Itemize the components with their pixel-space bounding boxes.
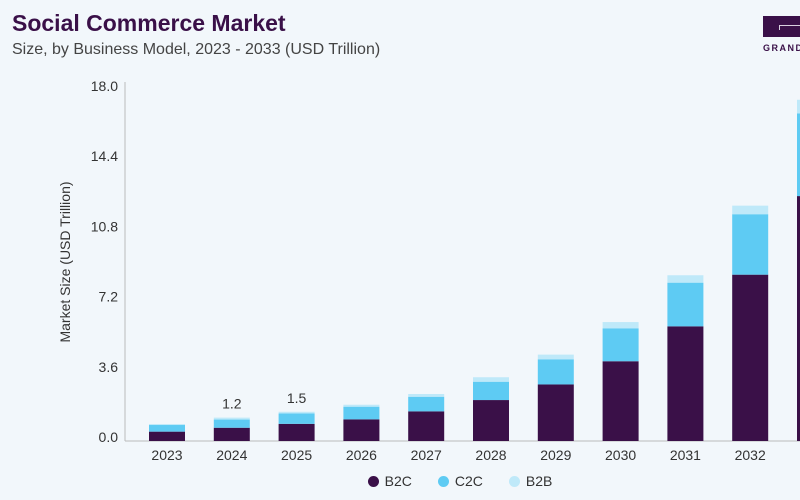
bar-b2c-2029	[537, 384, 574, 441]
brand-logo	[763, 16, 800, 37]
x-tick-label: 2027	[411, 447, 442, 463]
legend-item-c2c: C2C	[437, 473, 483, 489]
bar-b2c-2028	[473, 400, 509, 441]
x-tick-label: 2023	[151, 447, 182, 463]
bar-b2c-2027	[408, 411, 445, 441]
bar-c2c-2024	[213, 419, 250, 428]
legend: B2C C2C B2B	[0, 473, 800, 489]
bar-c2c-2030	[602, 328, 639, 362]
bar-c2c-2023	[149, 425, 185, 432]
legend-label: B2B	[525, 473, 553, 489]
bar-b2b-2026	[343, 404, 380, 407]
y-tick-label: 18.0	[91, 78, 118, 94]
bar-b2b-2032	[732, 205, 769, 215]
bar-c2c-2027	[408, 396, 445, 412]
bar-b2c-2026	[343, 419, 380, 441]
legend-label: C2C	[454, 473, 483, 489]
legend-swatch	[437, 475, 449, 487]
x-tick-label: 2026	[346, 447, 377, 463]
bar-c2c-2033	[797, 113, 800, 197]
bar-c2c-2031	[667, 282, 704, 327]
y-axis-title: Market Size (USD Trillion)	[57, 181, 73, 342]
bar-c2c-2029	[537, 359, 574, 385]
bar-b2c-2023	[149, 431, 185, 441]
y-tick-label: 3.6	[99, 359, 119, 375]
x-tick-label: 2031	[670, 447, 701, 463]
data-label: 1.2	[222, 396, 242, 412]
bar-b2b-2023	[149, 424, 185, 426]
y-tick-label: 7.2	[99, 289, 119, 305]
brand-logo-text: GRAND	[763, 43, 800, 53]
bar-b2b-2029	[537, 354, 574, 360]
y-tick-label: 0.0	[99, 429, 119, 445]
bar-c2c-2025	[278, 413, 315, 424]
x-tick-label: 2025	[281, 447, 312, 463]
bar-b2b-2027	[408, 394, 445, 397]
bar-b2c-2033	[797, 196, 800, 441]
bar-b2c-2024	[213, 427, 250, 441]
bar-b2b-2030	[602, 322, 639, 329]
bar-b2c-2030	[602, 361, 639, 441]
legend-label: B2C	[384, 473, 412, 489]
bar-b2b-2025	[278, 411, 315, 414]
bar-b2c-2032	[732, 274, 769, 441]
y-tick-label: 10.8	[91, 218, 118, 234]
legend-item-b2b: B2B	[508, 473, 553, 489]
bar-b2c-2025	[278, 423, 315, 441]
x-tick-label: 2030	[605, 447, 636, 463]
chart-title: Social Commerce Market	[12, 10, 286, 36]
x-tick-label: 2028	[475, 447, 506, 463]
bar-b2b-2031	[667, 275, 704, 283]
bar-c2c-2026	[343, 406, 380, 420]
bar-c2c-2028	[473, 381, 509, 401]
x-tick-label: 2024	[216, 447, 247, 463]
bar-b2b-2028	[473, 377, 509, 382]
x-tick-label: 2029	[540, 447, 571, 463]
bar-b2b-2033	[797, 99, 800, 114]
legend-swatch	[367, 475, 379, 487]
legend-swatch	[508, 475, 520, 487]
bar-c2c-2032	[732, 214, 769, 275]
bar-b2b-2024	[213, 417, 250, 420]
x-tick-label: 2032	[735, 447, 766, 463]
data-label: 1.5	[287, 390, 307, 406]
legend-item-b2c: B2C	[367, 473, 412, 489]
chart-subtitle: Size, by Business Model, 2023 - 2033 (US…	[12, 41, 381, 58]
y-tick-label: 14.4	[91, 148, 118, 164]
bar-b2c-2031	[667, 326, 704, 441]
